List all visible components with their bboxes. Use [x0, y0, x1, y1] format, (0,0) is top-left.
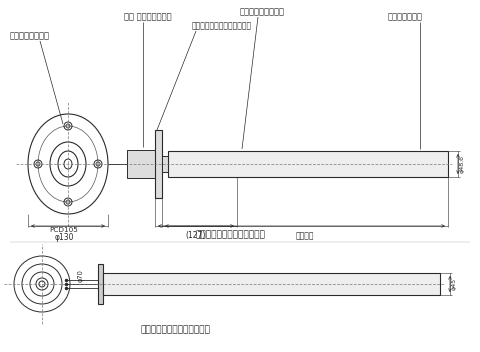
- Text: 首下寸法: 首下寸法: [296, 231, 314, 240]
- Text: ヒーター固定ネジ: ヒーター固定ネジ: [10, 31, 50, 40]
- Text: (127): (127): [186, 231, 206, 240]
- Bar: [168, 151, 448, 177]
- Text: φ70: φ70: [78, 269, 84, 282]
- Text: フランジ　ＪＩＳ５Ｋ５０Ａ: フランジ ＪＩＳ５Ｋ５０Ａ: [192, 21, 252, 31]
- Text: φ130: φ130: [54, 233, 74, 242]
- Bar: [155, 130, 162, 198]
- Bar: [162, 156, 168, 172]
- Bar: [98, 264, 103, 304]
- Text: ター ミナルキャップ: ター ミナルキャップ: [124, 13, 172, 21]
- Text: PCD105: PCD105: [49, 227, 78, 233]
- Bar: [127, 150, 155, 178]
- Text: ヒーターエレメント: ヒーターエレメント: [240, 7, 285, 17]
- Text: ヒーター保護管: ヒーター保護管: [387, 13, 422, 21]
- Bar: [103, 273, 440, 295]
- Text: ＰＬＣＴ５型ヒーター外形図: ＰＬＣＴ５型ヒーター外形図: [195, 231, 265, 239]
- Text: φ48.6: φ48.6: [460, 155, 465, 173]
- Text: φ45: φ45: [452, 278, 457, 290]
- Text: カートリッジヒーター詳細図: カートリッジヒーター詳細図: [140, 326, 210, 334]
